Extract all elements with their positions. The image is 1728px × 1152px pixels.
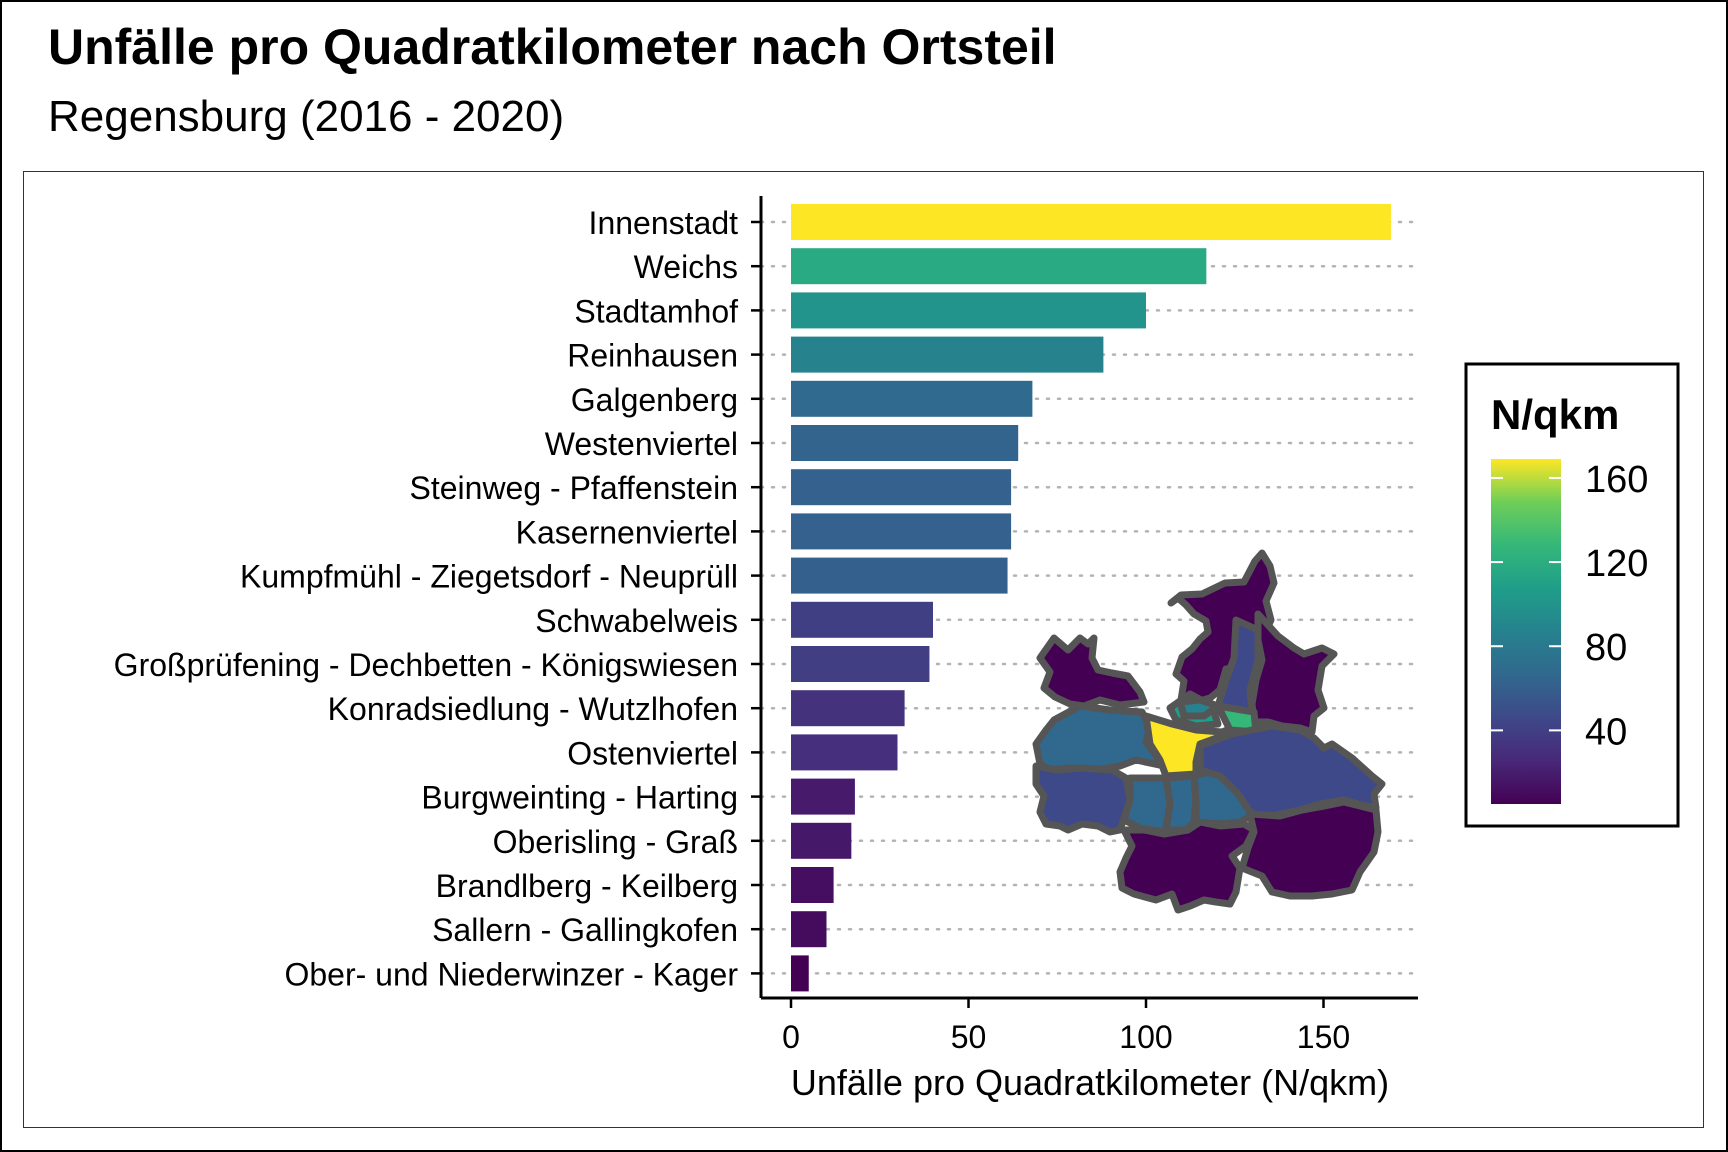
x-tick-label: 50 [951,1019,987,1055]
bar [791,336,1104,373]
y-tick-label: Kasernenviertel [516,514,738,550]
x-tick-label: 150 [1297,1019,1350,1055]
legend-ticks: 160 120 80 40 [1491,459,1648,753]
bar [791,734,898,771]
x-tick-label: 100 [1119,1019,1172,1055]
x-tick-label: 0 [782,1019,800,1055]
x-tick-labels: 0 50 100 150 [782,1019,1350,1055]
map-district-southeast [1238,798,1382,900]
map-district-center-a [1120,774,1174,836]
y-tick-label: Ober- und Niederwinzer - Kager [284,956,738,992]
map-district-center-west [1032,702,1168,774]
chart-subtitle: Regensburg (2016 - 2020) [48,92,565,141]
map-district-southwest [1116,818,1258,914]
y-tick-label: Großprüfening - Dechbetten - Königswiese… [114,647,738,683]
y-tick-label: Reinhausen [567,338,738,374]
y-tick-label: Westenviertel [545,426,738,462]
y-tick-label: Weichs [634,249,738,285]
legend-colorbar [1491,459,1561,804]
bar [791,690,905,727]
legend-tick-label: 80 [1585,627,1627,669]
bars [791,204,1391,992]
y-tick-label: Brandlberg - Keilberg [436,868,738,904]
legend-title: N/qkm [1491,391,1619,438]
bar [791,248,1207,285]
bar [791,955,809,992]
bar [791,513,1012,550]
bar [791,778,855,815]
bar [791,646,930,682]
y-tick-label: Galgenberg [571,382,738,418]
map-district-north [1167,549,1278,706]
chart-title: Unfälle pro Quadratkilometer nach Ortste… [48,19,1057,75]
color-legend: N/qkm 160 120 80 40 [1464,362,1680,828]
bar [791,601,933,638]
y-tick-label: Steinweg - Pfaffenstein [410,470,739,506]
map-district-reinhausen [1176,696,1222,720]
bar [791,911,827,948]
legend-tick-label: 120 [1585,543,1648,585]
x-axis-title: Unfälle pro Quadratkilometer (N/qkm) [791,1062,1389,1103]
y-tick-label: Innenstadt [589,205,739,241]
bar [791,822,852,859]
y-tick-label: Konradsiedlung - Wutzlhofen [328,691,738,727]
y-tick-label: Schwabelweis [535,603,738,639]
y-tick-label: Sallern - Gallingkofen [432,912,738,948]
bar [791,867,834,903]
legend-tick-label: 160 [1585,459,1648,501]
map-district-northeast [1248,610,1338,736]
bar [791,469,1012,506]
y-tick-label: Ostenviertel [567,735,738,771]
inset-map [1032,549,1386,914]
y-tick-label: Oberisling - Graß [493,824,738,860]
axes [751,196,1418,1008]
map-district-west [1032,762,1134,836]
bar [791,557,1008,594]
y-tick-label: Kumpfmühl - Ziegetsdorf - Neuprüll [240,559,738,595]
y-tick-label: Burgweinting - Harting [421,780,738,816]
bar [791,380,1033,417]
y-tick-label: Stadtamhof [574,293,738,329]
bar [791,292,1146,329]
map-district-northwest [1036,634,1148,710]
legend-tick-label: 40 [1585,711,1627,753]
bar [791,204,1391,240]
chart-panel [23,171,1704,1128]
bar [791,425,1019,461]
y-tick-labels: Innenstadt Weichs Stadtamhof Reinhausen Galg… [114,205,739,992]
